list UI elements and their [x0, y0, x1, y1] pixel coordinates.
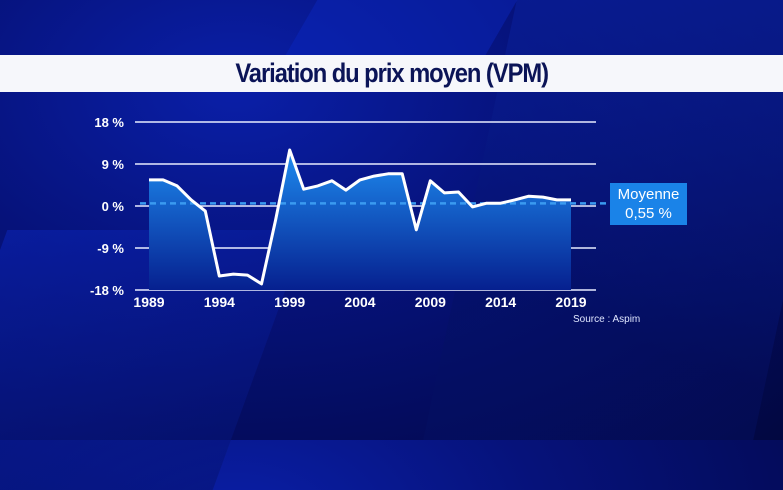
chart-title: Variation du prix moyen (VPM) — [235, 58, 549, 88]
mean-label-value: 0,55 % — [625, 205, 672, 222]
x-tick-label: 2014 — [485, 294, 516, 310]
x-axis-labels: 1989 1994 1999 2004 2009 2014 2019 — [133, 294, 586, 310]
y-tick-label: 9 % — [102, 157, 125, 172]
x-tick-label: 2004 — [344, 294, 375, 310]
y-tick-label: -18 % — [90, 283, 124, 298]
title-banner: Variation du prix moyen (VPM) — [0, 55, 783, 92]
y-axis-labels: 18 % 9 % 0 % -9 % -18 % — [90, 115, 124, 298]
x-tick-label: 1994 — [204, 294, 235, 310]
x-tick-label: 1999 — [274, 294, 305, 310]
x-tick-label: 2009 — [415, 294, 446, 310]
y-tick-label: 18 % — [94, 115, 124, 130]
source-label: Source : Aspim — [573, 314, 641, 325]
mean-label-box: Moyenne 0,55 % — [610, 183, 687, 225]
area-fill — [149, 150, 571, 290]
area-chart: 18 % 9 % 0 % -9 % -18 % 1989 1994 1999 2004 2009… — [90, 115, 612, 310]
x-tick-label: 2019 — [555, 294, 586, 310]
y-tick-label: 0 % — [102, 199, 125, 214]
mean-label-title: Moyenne — [617, 186, 680, 203]
y-tick-label: -9 % — [97, 241, 124, 256]
x-tick-label: 1989 — [133, 294, 164, 310]
data-line — [149, 148, 571, 286]
